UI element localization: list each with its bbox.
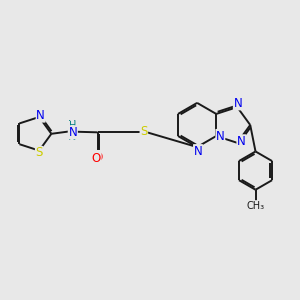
Text: N: N	[216, 130, 225, 142]
Text: N: N	[36, 109, 45, 122]
Text: O: O	[92, 152, 101, 165]
Text: N: N	[194, 145, 202, 158]
Text: O: O	[93, 151, 102, 164]
Text: S: S	[140, 125, 148, 138]
Text: N: N	[237, 135, 246, 148]
Text: S: S	[35, 146, 43, 160]
Text: H
N: H N	[68, 120, 77, 142]
Text: H: H	[69, 122, 76, 131]
Text: CH₃: CH₃	[247, 201, 265, 211]
Text: N: N	[233, 97, 242, 110]
Text: N: N	[68, 126, 77, 139]
